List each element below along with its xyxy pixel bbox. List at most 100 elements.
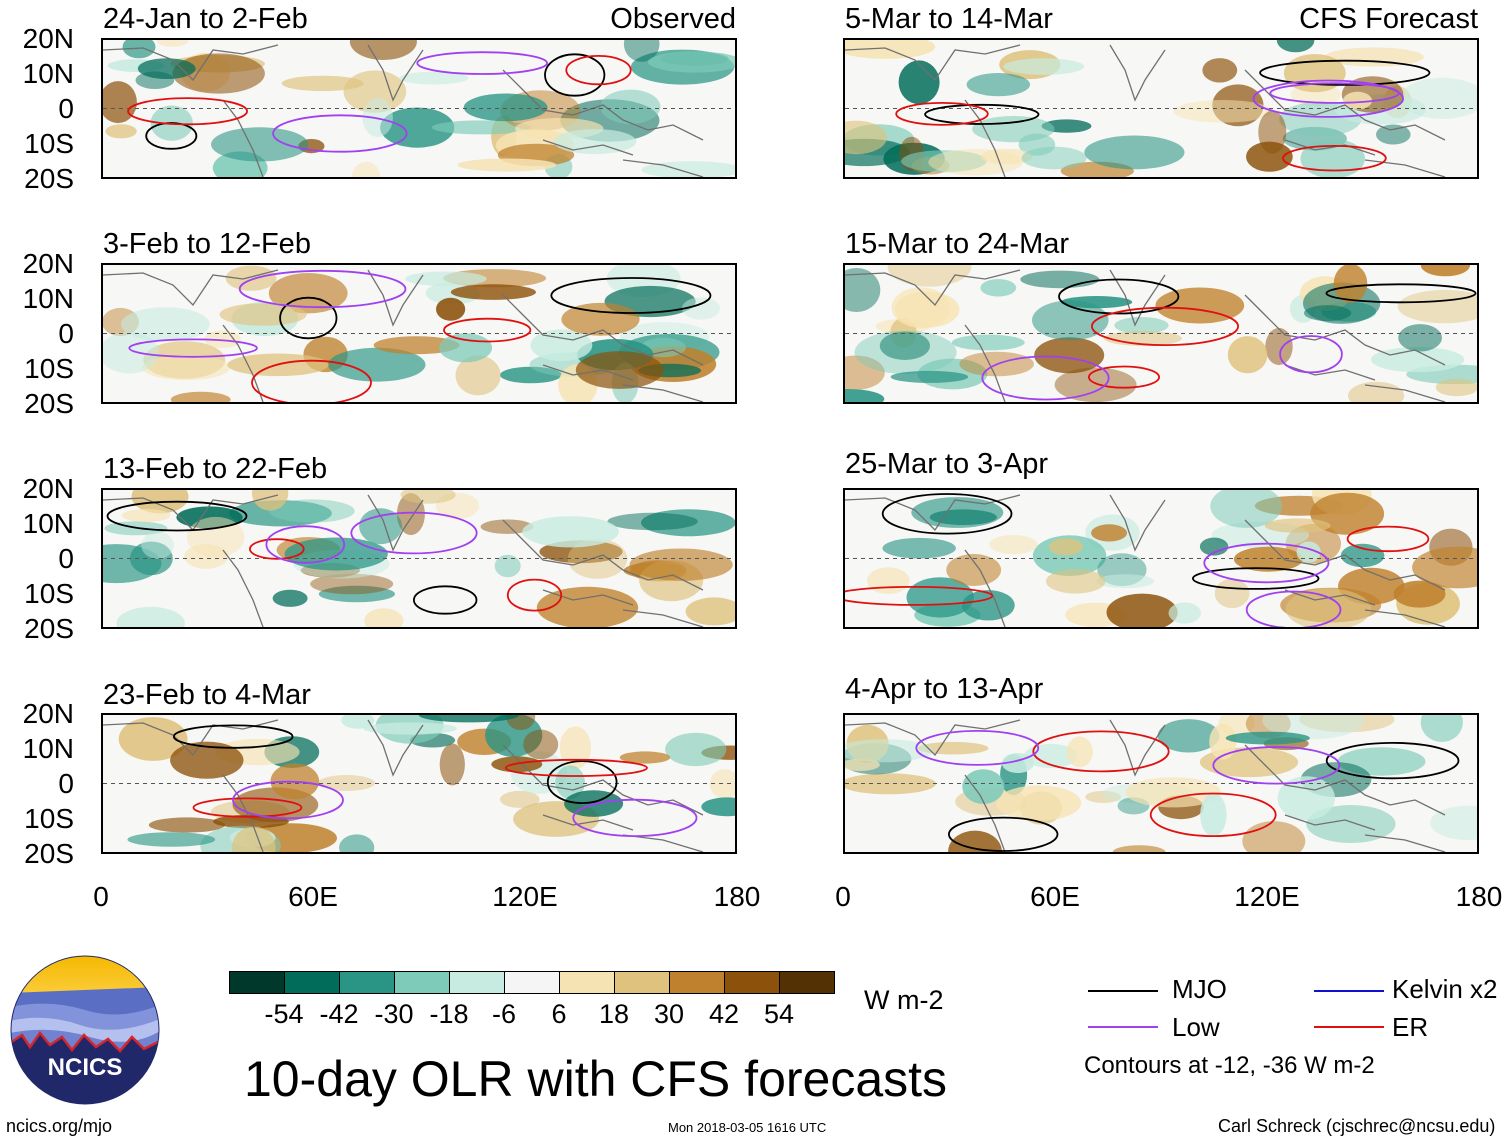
map-panel-obs-3 (101, 488, 737, 629)
low-contour (1245, 590, 1342, 627)
olr-anomaly-blob (1106, 593, 1178, 627)
olr-anomaly-blob (1209, 723, 1237, 760)
colorbar-label: 18 (598, 999, 630, 1029)
olr-anomaly-blob (1233, 546, 1303, 572)
olr-anomaly-blob (1333, 265, 1368, 303)
olr-anomaly-blob (561, 302, 640, 336)
olr-field (845, 490, 1477, 627)
colorbar-swatch (724, 971, 780, 994)
low-contour (572, 798, 698, 837)
observed-label: Observed (610, 3, 736, 35)
low-contour (1269, 82, 1400, 104)
colorbar-units: W m-2 (864, 985, 944, 1015)
olr-anomaly-blob (1420, 715, 1463, 742)
olr-anomaly-blob (1054, 367, 1137, 402)
olr-anomaly-blob (219, 303, 307, 326)
olr-anomaly-blob (172, 53, 265, 94)
olr-anomaly-blob (522, 516, 619, 548)
olr-anomaly-blob (1091, 524, 1128, 542)
olr-anomaly-blob (898, 60, 940, 105)
olr-anomaly-blob (170, 391, 231, 402)
olr-anomaly-blob (1300, 138, 1365, 177)
map-panel-obs-1 (101, 38, 737, 179)
olr-anomaly-blob (380, 107, 455, 148)
lat-label-row4-3: 10S (24, 803, 74, 834)
mjo-contour (924, 103, 1040, 125)
map-panel-fcst-1 (843, 38, 1479, 179)
olr-anomaly-blob (1003, 58, 1085, 75)
olr-anomaly-blob (845, 389, 885, 402)
map-panel-fcst-3 (843, 488, 1479, 629)
mjo-contour (1192, 567, 1320, 590)
coastline (103, 44, 704, 177)
olr-anomaly-blob (184, 544, 229, 569)
colorbar-swatch (449, 971, 505, 994)
er-contour (127, 97, 248, 126)
olr-anomaly-blob (455, 355, 501, 396)
footer-timestamp: Mon 2018-03-05 1616 UTC (668, 1120, 827, 1135)
mjo-contour (1259, 59, 1431, 86)
olr-anomaly-blob (962, 769, 1005, 804)
olr-anomaly-blob (1173, 100, 1273, 123)
ncics-logo: NCICS (10, 955, 160, 1105)
colorbar-label: -6 (491, 999, 516, 1029)
olr-anomaly-blob (685, 597, 735, 626)
er-contour (192, 797, 303, 818)
panel-title-fcst-4: 4-Apr to 13-Apr (845, 673, 1044, 705)
colorbar-label: 42 (708, 999, 740, 1029)
olr-anomaly-blob (1168, 602, 1201, 624)
lat-label-row2-4: 20S (24, 388, 74, 419)
olr-field (845, 40, 1477, 177)
olr-anomaly-blob (1242, 821, 1306, 852)
olr-anomaly-blob (1348, 381, 1405, 402)
olr-anomaly-blob (1397, 289, 1477, 324)
olr-anomaly-blob (1125, 777, 1222, 808)
coastline (845, 719, 1446, 852)
olr-anomaly-blob (1412, 546, 1477, 589)
olr-anomaly-blob (879, 331, 930, 360)
coastline (845, 269, 1446, 402)
lat-label-row2-0: 20N (22, 248, 74, 279)
legend-mjo-line (1088, 990, 1158, 992)
olr-anomaly-blob (281, 75, 364, 92)
olr-anomaly-blob (1370, 347, 1465, 373)
olr-anomaly-blob (1306, 805, 1396, 843)
olr-anomaly-blob (232, 826, 276, 852)
mjo-contour (1325, 741, 1460, 780)
olr-anomaly-blob (665, 732, 727, 767)
colorbar-swatch (339, 971, 395, 994)
lon-label-left-180: 180 (713, 881, 761, 912)
footer-url[interactable]: ncics.org/mjo (6, 1116, 113, 1136)
map-panel-obs-2 (101, 263, 737, 404)
olr-anomaly-blob (948, 830, 1002, 852)
olr-anomaly-blob (1277, 776, 1335, 820)
colorbar-swatch (559, 971, 615, 994)
olr-anomaly-blob (439, 743, 465, 786)
colorbar-swatch (394, 971, 450, 994)
mjo-contour (1058, 278, 1180, 315)
legend-low-line (1088, 1026, 1158, 1028)
er-contour (845, 586, 994, 606)
colorbar-swatch (284, 971, 340, 994)
olr-anomaly-blob (122, 509, 171, 522)
olr-anomaly-blob (1393, 580, 1446, 608)
lon-label-left-60e: 60E (288, 881, 338, 912)
olr-anomaly-blob (972, 116, 1055, 143)
olr-anomaly-blob (499, 790, 540, 808)
olr-anomaly-blob (1398, 324, 1442, 352)
olr-field (845, 715, 1477, 852)
low-contour (1203, 542, 1330, 584)
legend-er-label: ER (1392, 1012, 1429, 1042)
olr-anomaly-blob (911, 497, 1004, 528)
cfs-forecast-label: CFS Forecast (1299, 3, 1478, 35)
olr-anomaly-blob (1066, 736, 1093, 768)
er-contour (506, 578, 563, 612)
mjo-contour (279, 296, 338, 340)
mjo-contour (881, 493, 1013, 535)
colorbar-swatch (229, 971, 285, 994)
er-contour (1087, 365, 1160, 389)
map-panel-obs-4 (101, 713, 737, 854)
olr-anomaly-blob (120, 307, 210, 342)
olr-anomaly-blob (105, 124, 137, 139)
lat-label-row3-2: 0 (58, 543, 74, 574)
